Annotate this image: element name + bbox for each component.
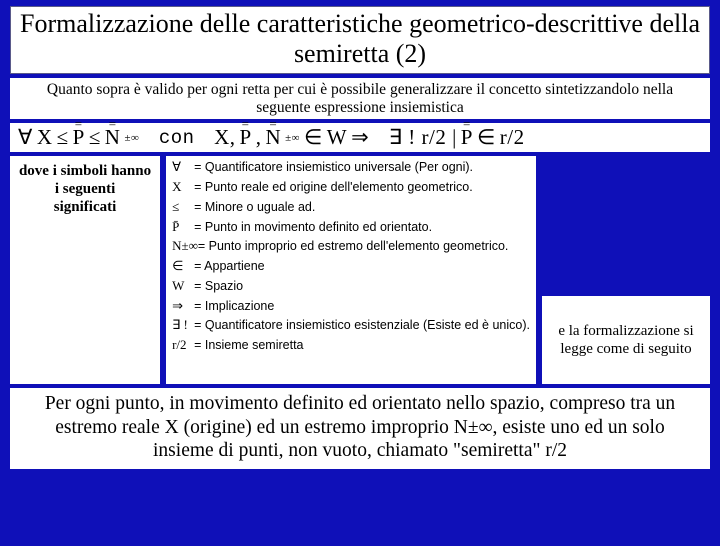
def-text: = Insieme semiretta: [194, 338, 303, 352]
x-var: X: [37, 125, 53, 150]
r2-set: r/2: [500, 125, 525, 150]
def-text: = Punto in movimento definito ed orienta…: [194, 220, 432, 234]
title-panel: Formalizzazione delle caratteristiche ge…: [10, 6, 710, 74]
def-row: P̄= Punto in movimento definito ed orien…: [172, 219, 530, 235]
def-text: = Spazio: [194, 279, 243, 293]
def-row: ≤= Minore o uguale ad.: [172, 199, 530, 215]
def-sym: ∃ !: [172, 317, 194, 333]
def-sym: N±∞: [172, 238, 198, 254]
read-panel: e la formalizzazione si legge come di se…: [542, 296, 710, 384]
def-row: ⇒= Implicazione: [172, 298, 530, 314]
def-row: N±∞= Punto improprio ed estremo dell'ele…: [172, 238, 530, 254]
defs-area: ∀= Quantificatore insiemistico universal…: [166, 156, 710, 384]
bottom-text: Per ogni punto, in movimento definito ed…: [45, 393, 675, 461]
title-text: Formalizzazione delle caratteristiche ge…: [20, 9, 700, 68]
def-sym: X: [172, 179, 194, 195]
def-row: ∈= Appartiene: [172, 258, 530, 274]
in-symbol-2: ∈: [477, 125, 496, 150]
implies-symbol: ⇒: [351, 125, 369, 150]
in-symbol-1: ∈: [304, 125, 323, 150]
n-var-1: N: [105, 125, 121, 150]
dove-l2: i seguenti: [14, 180, 156, 198]
pminf-sup-1: ±∞: [124, 132, 139, 144]
def-row: ∃ != Quantificatore insiemistico esisten…: [172, 317, 530, 333]
def-sym: P̄: [172, 219, 194, 235]
read-text: e la formalizzazione si legge come di se…: [546, 322, 706, 360]
def-text: = Implicazione: [194, 299, 274, 313]
def-sym: W: [172, 278, 194, 294]
defs-panel: ∀= Quantificatore insiemistico universal…: [166, 156, 536, 384]
def-sym: r/2: [172, 337, 194, 353]
formula-panel: ∀ X ≤ P ≤ N±∞ con X, P , N±∞ ∈ W ⇒ ∃ ! r…: [10, 123, 710, 152]
def-sym: ∀: [172, 159, 194, 175]
def-text: = Punto reale ed origine dell'elemento g…: [194, 180, 473, 194]
p-var-2: P: [240, 125, 252, 150]
def-sym: ⇒: [172, 298, 194, 314]
le-symbol-1: ≤: [57, 125, 69, 150]
def-sym: ∈: [172, 258, 194, 274]
subtitle-panel: Quanto sopra è valido per ogni retta per…: [10, 78, 710, 120]
con-word: con: [159, 127, 195, 149]
def-text: = Minore o uguale ad.: [194, 200, 315, 214]
middle-row: dove i simboli hanno i seguenti signific…: [10, 156, 710, 384]
w-var: W: [327, 125, 347, 150]
x2-var: X,: [214, 125, 235, 150]
dove-l3: significati: [14, 198, 156, 216]
pminf-sup-2: ±∞: [285, 132, 300, 144]
def-row: ∀= Quantificatore insiemistico universal…: [172, 159, 530, 175]
n-var-2: N: [265, 125, 281, 150]
def-row: r/2= Insieme semiretta: [172, 337, 530, 353]
def-text: = Quantificatore insiemistico esistenzia…: [194, 318, 530, 332]
p-var-1: P: [73, 125, 85, 150]
dove-panel: dove i simboli hanno i seguenti signific…: [10, 156, 160, 384]
dove-l1: dove i simboli hanno: [14, 162, 156, 180]
le-symbol-2: ≤: [89, 125, 101, 150]
def-row: X= Punto reale ed origine dell'elemento …: [172, 179, 530, 195]
subtitle-text: Quanto sopra è valido per ogni retta per…: [47, 81, 673, 116]
def-text: = Quantificatore insiemistico universale…: [194, 160, 473, 174]
def-sym: ≤: [172, 199, 194, 215]
def-row: W= Spazio: [172, 278, 530, 294]
forall-symbol: ∀: [18, 125, 33, 150]
bottom-panel: Per ogni punto, in movimento definito ed…: [10, 388, 710, 468]
comma: ,: [256, 125, 262, 150]
exists-clause: ∃ ! r/2 |: [389, 125, 457, 150]
def-text: = Punto improprio ed estremo dell'elemen…: [198, 239, 509, 253]
p-var-3: P: [461, 125, 473, 150]
def-text: = Appartiene: [194, 259, 265, 273]
